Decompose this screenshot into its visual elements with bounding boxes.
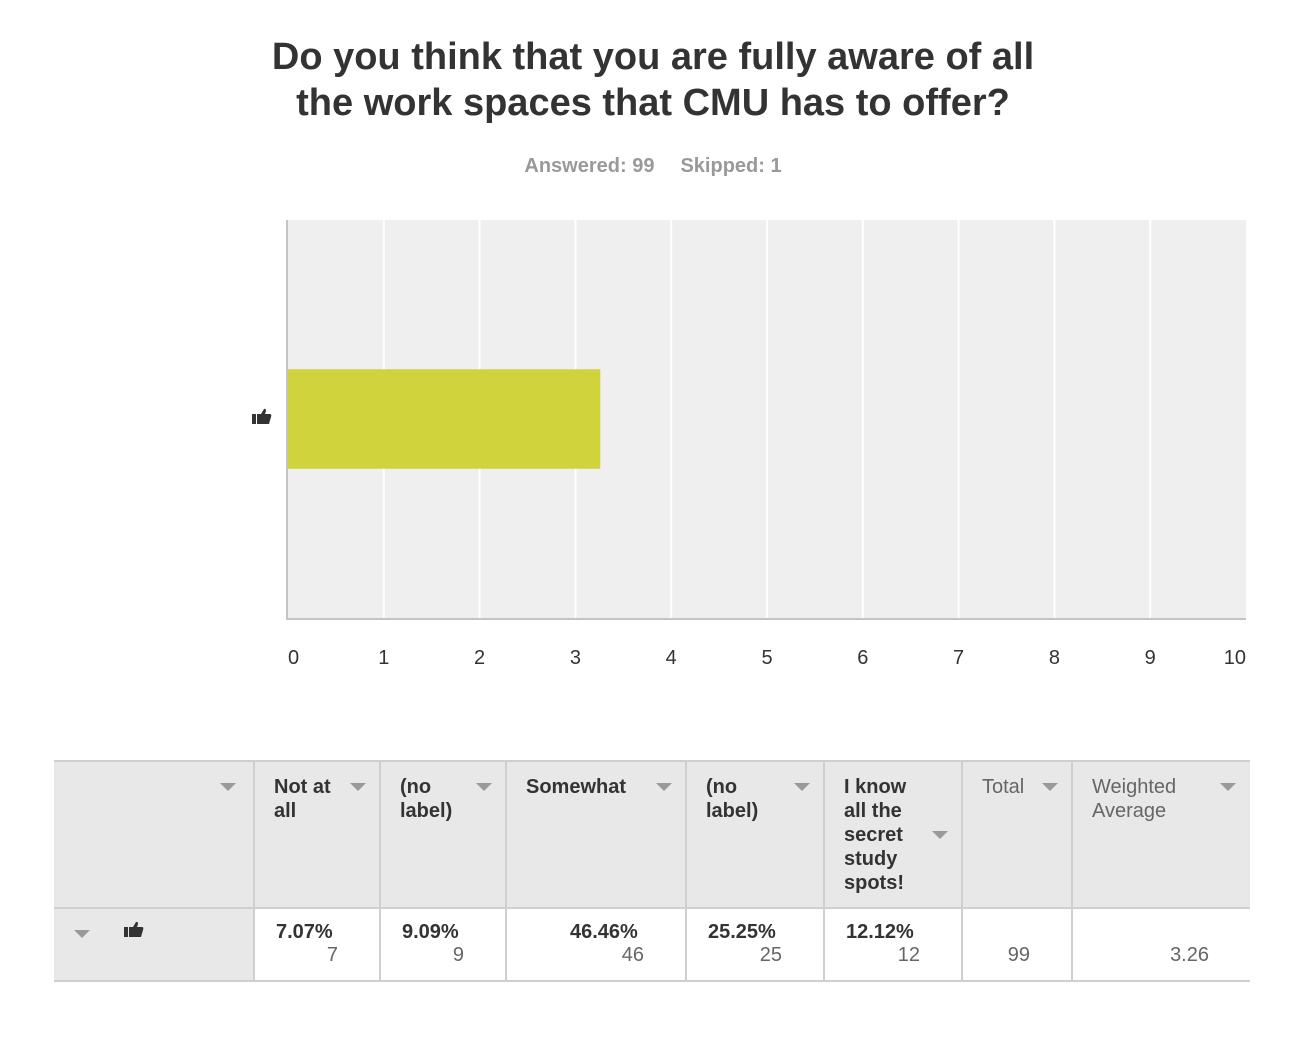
x-tick-label: 2 [474, 647, 485, 669]
table-row [254, 908, 1250, 982]
total-count: 99 [1007, 944, 1030, 966]
column-header-label: Total [982, 775, 1024, 799]
answered-count: Answered: 99 [524, 155, 655, 177]
column-header-line: Weighted [1092, 776, 1177, 798]
x-tick-label: 6 [857, 647, 868, 669]
thumbs-up-icon [124, 922, 144, 937]
x-tick-label: 7 [953, 647, 964, 669]
column-header-line: study [844, 848, 898, 870]
column-header-line: I know [844, 776, 907, 798]
sort-caret-icon[interactable] [1042, 783, 1058, 791]
column-header-line: secret [844, 824, 903, 846]
response-percent: 9.09% [402, 921, 459, 943]
question-title-line-2: the work spaces that CMU has to offer? [296, 82, 1010, 124]
weighted-average-value: 3.26 [1170, 944, 1209, 966]
response-count: 12 [897, 944, 920, 966]
expand-row-caret-icon[interactable] [74, 930, 90, 938]
response-percent: 12.12% [846, 921, 914, 943]
column-header-line: (no [706, 776, 738, 798]
response-percent: 25.25% [708, 921, 776, 943]
results-table: Not at all (no label) Somewhat (no label) I kno… [54, 760, 1250, 982]
sort-caret-icon[interactable] [794, 783, 810, 791]
column-divider [505, 760, 507, 980]
column-header-line: all [274, 800, 297, 822]
response-count: 7 [326, 944, 338, 966]
column-header-line: Total [982, 776, 1025, 798]
row-label-cell [54, 908, 254, 982]
column-divider [379, 760, 381, 980]
x-tick-label: 10 [1224, 647, 1246, 669]
bars [288, 369, 601, 469]
column-header-line: Somewhat [526, 776, 627, 798]
column-header-line: spots! [844, 872, 904, 894]
x-tick-label: 8 [1049, 647, 1060, 669]
sort-caret-icon[interactable] [476, 783, 492, 791]
column-header-label: (no label) [706, 775, 758, 823]
sort-caret-icon[interactable] [656, 783, 672, 791]
column-header-label: Weighted Average [1092, 775, 1176, 823]
response-count: 25 [759, 944, 782, 966]
x-tick-label: 0 [288, 647, 299, 669]
bar[interactable] [288, 369, 601, 469]
sort-caret-icon[interactable] [932, 831, 948, 839]
column-header-line: all the [844, 800, 902, 822]
response-stats: Answered: 99 Skipped: 1 [0, 155, 1306, 178]
x-tick-label: 9 [1145, 647, 1156, 669]
question-title: Do you think that you are fully aware of… [0, 34, 1306, 126]
thumbs-up-icon [252, 408, 272, 424]
response-percent: 7.07% [276, 921, 333, 943]
column-divider [961, 760, 963, 980]
column-divider [823, 760, 825, 980]
x-tick-labels: 0 1 2 3 4 5 6 7 8 9 10 [288, 647, 1246, 669]
question-title-line-1: Do you think that you are fully aware of… [271, 36, 1035, 78]
column-header-label: I know all the secret study spots! [844, 775, 906, 895]
row-divider [54, 907, 1250, 909]
column-header-line: label) [706, 800, 759, 822]
column-header-line: Average [1092, 800, 1167, 822]
column-header-line: Not at [274, 776, 331, 798]
x-tick-label: 3 [570, 647, 581, 669]
response-percent: 46.46% [570, 921, 638, 943]
bar-chart: 0 1 2 3 4 5 6 7 8 9 10 [252, 220, 1246, 669]
row-divider [54, 760, 1250, 762]
response-count: 9 [452, 944, 464, 966]
column-divider [1071, 760, 1073, 980]
sort-caret-icon[interactable] [220, 783, 236, 791]
x-tick-label: 1 [378, 647, 389, 669]
row-divider [54, 980, 1250, 982]
column-header-label: Somewhat [526, 775, 626, 799]
response-count: 46 [621, 944, 644, 966]
column-divider [253, 760, 255, 980]
x-tick-label: 5 [761, 647, 772, 669]
x-tick-label: 4 [666, 647, 677, 669]
column-header-line: (no [400, 776, 432, 798]
sort-caret-icon[interactable] [350, 783, 366, 791]
column-header-label: (no label) [400, 775, 452, 823]
column-divider [685, 760, 687, 980]
skipped-count: Skipped: 1 [680, 155, 782, 177]
sort-caret-icon[interactable] [1220, 783, 1236, 791]
column-header-label: Not at all [274, 775, 331, 823]
column-header-line: label) [400, 800, 453, 822]
